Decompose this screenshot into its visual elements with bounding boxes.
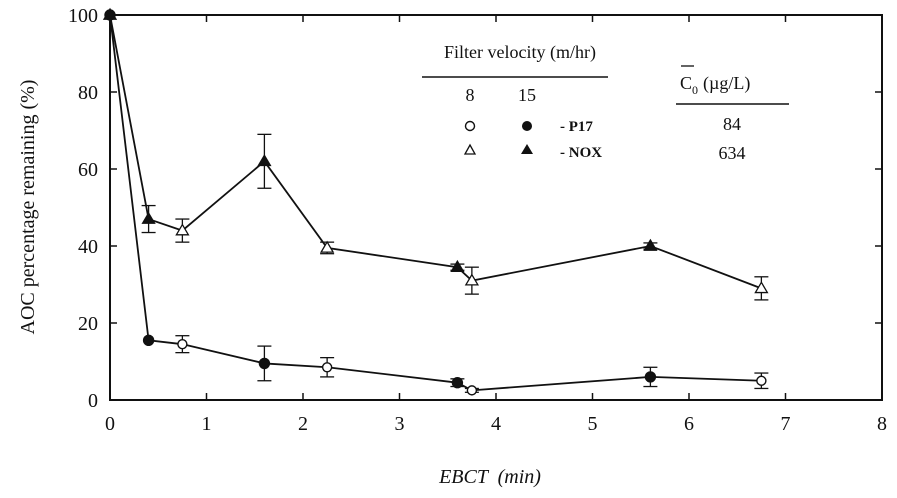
data-point-nox (141, 211, 156, 224)
legend-c0-unit: (µg/L) (703, 73, 750, 94)
x-axis-title-unit: (min) (498, 466, 542, 488)
x-axis-title-main: EBCT (438, 466, 490, 488)
y-axis-title: AOC percentage remaining (%) (17, 80, 39, 335)
x-tick-label: 4 (491, 413, 501, 435)
data-point-p17 (142, 334, 155, 347)
legend-nox-label: - NOX (560, 145, 602, 161)
x-tick-label: 2 (298, 413, 308, 435)
legend-velocity-header: Filter velocity (m/hr) (444, 42, 596, 63)
legend-c0-header: C0 (µg/L) (680, 73, 750, 97)
y-tick-label: 20 (78, 313, 98, 335)
data-point-nox (319, 240, 335, 253)
data-point-nox (257, 154, 272, 167)
data-point-nox (464, 273, 480, 286)
y-tick-label: 80 (78, 82, 98, 104)
data-point-p17 (466, 385, 478, 396)
x-tick-label: 7 (781, 413, 791, 435)
legend: Filter velocity (m/hr) 8 15 - P17 - NOX … (422, 42, 789, 163)
data-point-nox (643, 238, 658, 251)
data-point-p17 (258, 357, 271, 370)
data-point-p17 (321, 362, 333, 373)
y-tick-label: 0 (88, 390, 98, 412)
legend-c0-symbol: C (680, 73, 692, 93)
x-tick-label: 0 (105, 413, 115, 435)
data-point-p17 (644, 371, 657, 383)
legend-velocity-8: 8 (466, 85, 475, 105)
legend-c0-subscript: 0 (692, 83, 698, 97)
legend-p17-label: - P17 (560, 119, 593, 135)
plot-frame (109, 14, 883, 401)
x-tick-label: 5 (588, 413, 598, 435)
series-p17 (104, 9, 769, 396)
y-tick-label: 60 (78, 159, 98, 181)
y-tick-label: 100 (68, 5, 98, 27)
x-tick-label: 6 (684, 413, 694, 435)
legend-velocity-15: 15 (518, 85, 536, 105)
x-tick-label: 3 (395, 413, 405, 435)
series-line-p17 (109, 14, 762, 392)
legend-p17-open-marker (464, 120, 476, 132)
x-tick-label: 1 (202, 413, 212, 435)
data-point-nox (450, 259, 465, 273)
data-point-nox (102, 7, 118, 20)
x-tick-label: 8 (877, 413, 887, 435)
data-point-nox (175, 223, 190, 236)
series-nox (102, 7, 769, 301)
data-point-p17 (756, 375, 767, 386)
legend-c0-p17: 84 (723, 114, 741, 134)
y-tick-label: 40 (78, 236, 98, 258)
data-point-nox (754, 281, 769, 294)
data-point-p17 (451, 376, 464, 389)
series-layer (102, 7, 769, 396)
legend-nox-open-marker (463, 143, 477, 155)
data-point-p17 (177, 338, 188, 350)
series-line-nox (109, 14, 762, 290)
legend-p17-filled-marker (522, 121, 532, 131)
legend-nox-filled-marker (521, 144, 533, 154)
legend-c0-nox: 634 (719, 143, 746, 163)
x-axis-title: EBCT (min) (438, 466, 541, 488)
